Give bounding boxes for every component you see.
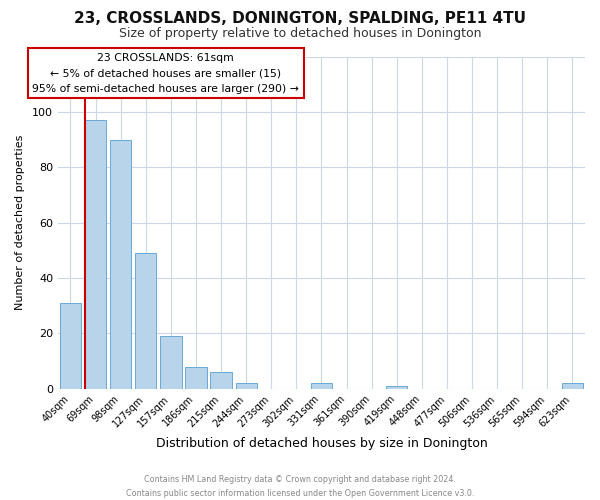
Bar	[185, 366, 206, 389]
Bar	[85, 120, 106, 389]
Text: 23 CROSSLANDS: 61sqm
← 5% of detached houses are smaller (15)
95% of semi-detach: 23 CROSSLANDS: 61sqm ← 5% of detached ho…	[32, 52, 299, 94]
Bar	[311, 384, 332, 389]
Bar	[110, 140, 131, 389]
Bar	[562, 384, 583, 389]
Y-axis label: Number of detached properties: Number of detached properties	[15, 135, 25, 310]
Text: 23, CROSSLANDS, DONINGTON, SPALDING, PE11 4TU: 23, CROSSLANDS, DONINGTON, SPALDING, PE1…	[74, 11, 526, 26]
Bar	[236, 384, 257, 389]
Bar	[160, 336, 182, 389]
Bar	[60, 303, 81, 389]
Bar	[211, 372, 232, 389]
Bar	[386, 386, 407, 389]
Text: Contains HM Land Registry data © Crown copyright and database right 2024.
Contai: Contains HM Land Registry data © Crown c…	[126, 476, 474, 498]
Text: Size of property relative to detached houses in Donington: Size of property relative to detached ho…	[119, 28, 481, 40]
Bar	[135, 253, 157, 389]
X-axis label: Distribution of detached houses by size in Donington: Distribution of detached houses by size …	[155, 437, 487, 450]
